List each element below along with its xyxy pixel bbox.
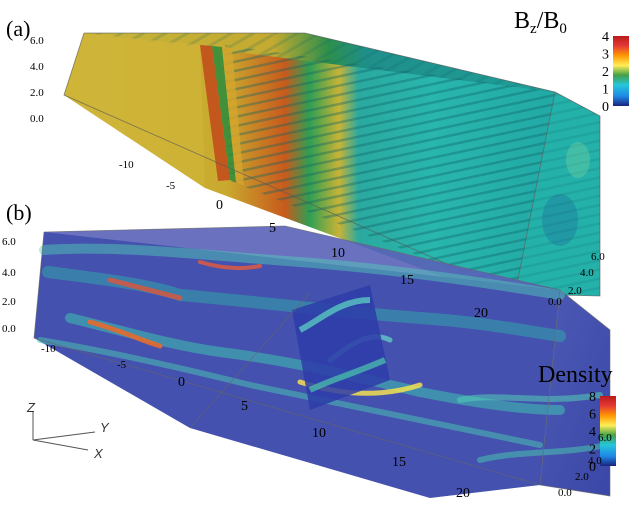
z-tick-label: 4.0 [30,61,44,73]
x-tick-label: -10 [41,343,56,355]
colorbar-tick-label: 3 [602,48,609,63]
z-tick-label: 2.0 [2,296,16,308]
z-tick-label: 0.0 [2,323,16,335]
y-tick-label: 6.0 [591,251,605,263]
colorbar-tick-label: 8 [589,390,596,405]
x-tick-label: 5 [269,221,276,236]
x-tick-label: 10 [331,246,345,261]
y-tick-label: 0.0 [548,296,562,308]
x-tick-label: 15 [400,273,414,288]
x-tick-label: -5 [117,359,127,371]
panel-a-colorbar: Bz/B0 4 3 2 1 0 [514,8,629,115]
colorbar-b-scale [600,396,616,466]
axis-triad: Z Y X [26,400,110,461]
colorbar-a-scale [613,36,629,106]
z-tick-label: 2.0 [30,87,44,99]
y-tick-label: 0.0 [558,487,572,499]
z-tick-label: 6.0 [2,236,16,248]
x-tick-label: 5 [241,399,248,414]
x-tick-label: 20 [456,486,470,501]
x-tick-label: 20 [474,306,488,321]
panel-b-colorbar: Density 8 6 4 2 0 [538,362,616,475]
y-tick-label: 4.0 [580,267,594,279]
panel-b-label: (b) [6,200,32,225]
panel-b: (b) Density [6,200,616,498]
panel-a-label: (a) [6,16,30,41]
y-tick-label: 2.0 [575,471,589,483]
colorbar-tick-label: 2 [589,443,596,458]
y-tick-label: 6.0 [598,432,612,444]
x-tick-label: -5 [166,180,176,192]
y-tick-label: 4.0 [588,455,602,467]
density-slice [292,285,390,410]
z-tick-label: 6.0 [30,35,44,47]
x-tick-label: 15 [392,455,406,470]
axis-triad-y: Y [100,420,110,435]
colorbar-tick-label: 0 [602,100,609,115]
z-tick-label: 4.0 [2,267,16,279]
colorbar-tick-label: 4 [602,30,609,45]
axis-triad-z: Z [26,400,36,415]
colorbar-tick-label: 6 [589,408,596,423]
colorbar-a-title: Bz/B0 [514,8,567,37]
colorbar-tick-label: 1 [602,83,609,98]
x-tick-label: 0 [216,198,223,213]
x-tick-label: 10 [312,426,326,441]
z-tick-label: 0.0 [30,113,44,125]
y-tick-label: 2.0 [568,285,582,297]
x-tick-label: 0 [178,375,185,390]
colorbar-tick-label: 0 [589,460,596,475]
x-tick-label: -10 [119,159,134,171]
colorbar-b-title: Density [538,362,613,388]
colorbar-tick-label: 4 [589,425,596,440]
colorbar-tick-label: 2 [602,65,609,80]
axis-triad-x: X [93,446,104,461]
